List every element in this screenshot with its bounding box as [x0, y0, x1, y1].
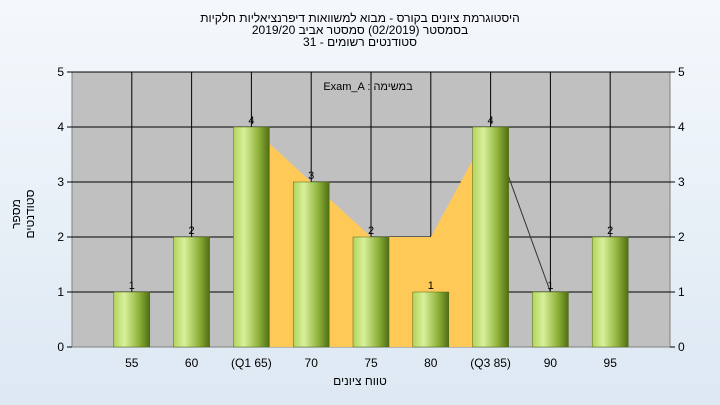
y-tick-left: 5 [57, 65, 64, 79]
histogram-bar [173, 236, 210, 348]
y-tick-right: 1 [678, 285, 685, 299]
histogram-bar [532, 291, 569, 348]
y-tick-right: 2 [678, 230, 685, 244]
histogram-bar [233, 126, 270, 348]
x-tick-label: (Q1 65) [231, 356, 272, 370]
histogram-bar [412, 291, 450, 348]
chart-subtitle: בסמסטר (02/2019) סמסטר אביב 2019/20 [251, 23, 469, 37]
registered-count: סטודנטים רשומים - 31 [303, 35, 417, 49]
bar-value-label: 1 [547, 280, 553, 292]
x-tick-label: 90 [544, 356, 558, 370]
chart-title: היסטוגרמת ציונים בקורס - מבוא למשוואות ד… [200, 11, 520, 25]
bar-value-label: 4 [248, 115, 254, 127]
x-tick-label: 55 [125, 356, 139, 370]
bar-value-label: 2 [189, 225, 195, 237]
bar-value-label: 3 [308, 170, 314, 182]
x-axis-label: טווח ציונים [333, 374, 387, 388]
histogram-bar [352, 236, 390, 348]
y-tick-left: 4 [57, 120, 64, 134]
x-tick-label: 60 [185, 356, 199, 370]
exam-annotation: Exam_A : במשימה [323, 81, 413, 93]
y-tick-left: 0 [57, 340, 64, 354]
bar-value-label: 1 [428, 280, 434, 292]
y-tick-left: 3 [57, 175, 64, 189]
y-axis-label: מספר סטודנטים [9, 189, 37, 239]
x-tick-label: (Q3 85) [470, 356, 511, 370]
x-tick-label: 75 [364, 356, 378, 370]
bar-value-label: 4 [488, 115, 494, 127]
histogram-bar [113, 291, 151, 348]
bar-value-label: 2 [607, 225, 613, 237]
x-tick-label: 95 [604, 356, 618, 370]
y-tick-right: 5 [678, 65, 685, 79]
bar-value-label: 1 [129, 280, 135, 292]
histogram-bar [472, 126, 509, 348]
y-tick-right: 3 [678, 175, 685, 189]
y-tick-left: 2 [57, 230, 64, 244]
bar-value-label: 2 [368, 225, 374, 237]
x-tick-label: 80 [424, 356, 438, 370]
histogram-bar [591, 236, 629, 348]
y-tick-right: 4 [678, 120, 685, 134]
y-tick-right: 0 [678, 340, 685, 354]
x-tick-label: 70 [305, 356, 319, 370]
y-tick-left: 1 [57, 285, 64, 299]
histogram-bar [292, 181, 330, 348]
